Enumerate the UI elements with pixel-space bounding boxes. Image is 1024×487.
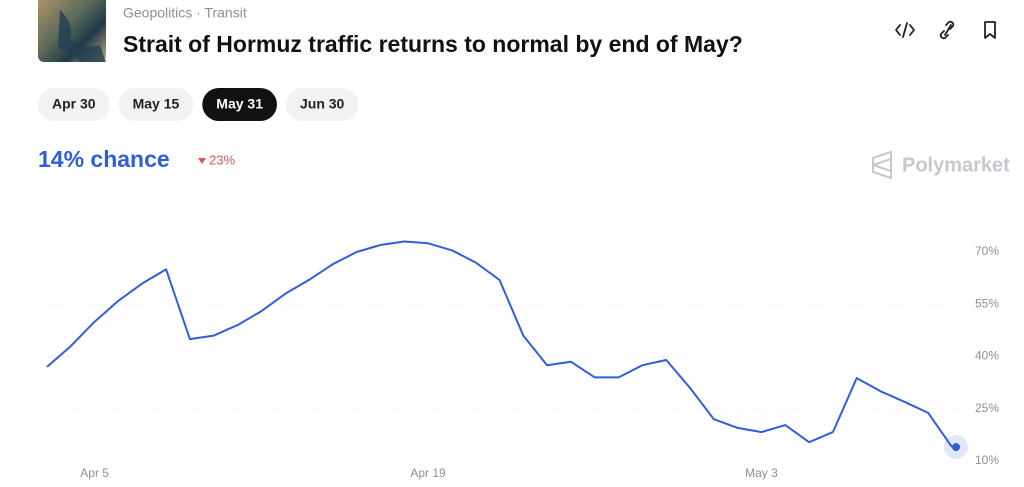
- chart: 10% 25% 40% 55% 70% Apr 5 Apr 19 May 3: [38, 240, 999, 480]
- bookmark-icon[interactable]: [984, 21, 996, 39]
- tab[interactable]: Apr 30: [38, 88, 110, 121]
- tabs: Apr 30 May 15 May 31 Jun 30: [38, 88, 359, 121]
- y-tick-label: 10%: [975, 453, 999, 467]
- down-arrow: [198, 158, 206, 164]
- last-point: [952, 443, 960, 452]
- tab-label: Jun 30: [300, 96, 345, 112]
- y-tick-label: 25%: [975, 401, 999, 415]
- link-icon[interactable]: [939, 20, 955, 40]
- tab-pill: [202, 88, 277, 121]
- tab-pill: [285, 88, 359, 121]
- tab-label: May 31: [216, 96, 263, 112]
- tab[interactable]: May 31: [202, 88, 277, 121]
- market-title: Strait of Hormuz traffic returns to norm…: [123, 31, 743, 57]
- y-tick-label: 70%: [975, 244, 999, 258]
- y-tick-label: 40%: [975, 349, 999, 363]
- tab-pill: [38, 88, 110, 121]
- y-tick-label: 55%: [975, 296, 999, 310]
- embed-icon[interactable]: [895, 22, 915, 38]
- price-line: [46, 240, 953, 448]
- tab[interactable]: May 15: [118, 88, 194, 121]
- tab-pill: [118, 88, 194, 121]
- tab-label: Apr 30: [52, 96, 96, 112]
- brand: Polymarket: [902, 154, 1010, 176]
- tab-label: May 15: [133, 96, 180, 112]
- brand-logo: [872, 150, 892, 180]
- chance: 14% chance: [38, 146, 170, 172]
- change: 23%: [209, 152, 235, 167]
- x-tick-label: Apr 19: [410, 466, 446, 480]
- breadcrumb: Geopolitics · Transit: [123, 5, 247, 21]
- x-tick-label: Apr 5: [80, 466, 109, 480]
- thumbnail: [38, 0, 106, 62]
- tab[interactable]: Jun 30: [285, 88, 359, 121]
- x-tick-label: May 3: [745, 466, 778, 480]
